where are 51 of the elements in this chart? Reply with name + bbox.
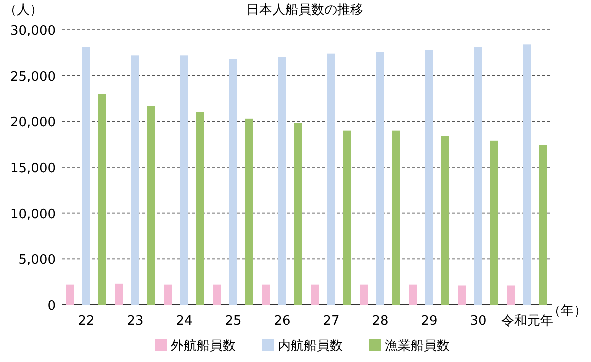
bar <box>246 118 254 305</box>
legend-label: 外航船員数 <box>171 339 236 354</box>
bar <box>474 47 482 305</box>
bar <box>196 112 204 305</box>
x-tick-label: 26 <box>274 314 291 329</box>
bar <box>410 284 418 305</box>
bar <box>214 284 222 305</box>
bar <box>376 52 384 305</box>
y-tick-label: 30,000 <box>10 24 56 39</box>
y-tick-label: 0 <box>48 299 56 314</box>
y-axis-title: （人） <box>4 3 43 18</box>
x-tick-label: 28 <box>372 314 389 329</box>
legend-label: 内航船員数 <box>278 339 343 354</box>
bar <box>98 94 106 305</box>
bar <box>132 56 140 305</box>
y-tick-label: 20,000 <box>10 116 56 131</box>
bar <box>312 284 320 305</box>
chart-title: 日本人船員数の推移 <box>246 3 364 18</box>
bar <box>82 47 90 305</box>
bar <box>328 54 336 305</box>
bar <box>392 130 400 305</box>
bar <box>508 286 516 305</box>
bar <box>458 286 466 305</box>
bar <box>230 59 238 305</box>
x-tick-label: 25 <box>225 314 242 329</box>
bar <box>278 58 286 305</box>
bar <box>66 284 74 305</box>
bar <box>294 124 302 305</box>
y-tick-label: 5,000 <box>18 253 56 268</box>
legend-label: 漁業船員数 <box>385 339 450 354</box>
x-tick-label: 30 <box>470 314 487 329</box>
bar <box>360 284 368 305</box>
bar <box>426 50 434 305</box>
bar <box>148 106 156 305</box>
bar <box>262 284 270 305</box>
bar <box>524 44 532 305</box>
bar <box>344 130 352 305</box>
x-tick-label: 24 <box>176 314 193 329</box>
bar <box>442 136 450 305</box>
bar <box>116 284 124 305</box>
y-tick-label: 10,000 <box>10 207 56 222</box>
x-tick-label: 23 <box>127 314 144 329</box>
bar <box>164 284 172 305</box>
bar <box>490 140 498 305</box>
bar <box>180 56 188 305</box>
x-tick-label: 27 <box>323 314 340 329</box>
x-tick-label: 29 <box>421 314 438 329</box>
bar <box>540 146 548 305</box>
y-tick-label: 25,000 <box>10 70 56 85</box>
x-tick-label: 22 <box>78 314 95 329</box>
y-tick-label: 15,000 <box>10 162 56 176</box>
